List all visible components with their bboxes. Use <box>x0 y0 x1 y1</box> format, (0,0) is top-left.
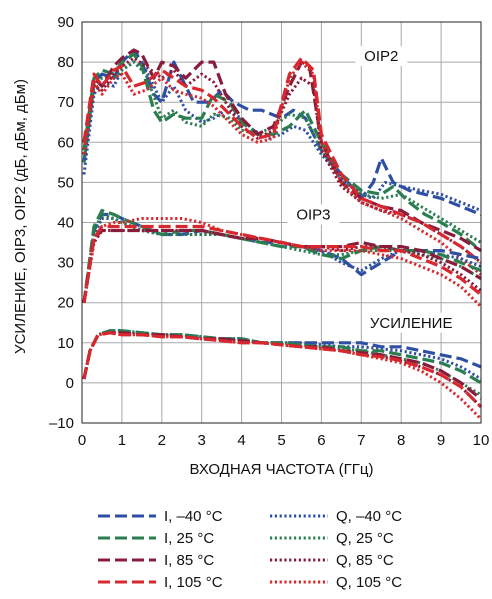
series-line-gain-19 <box>82 329 482 397</box>
x-tick-label: 8 <box>397 432 405 449</box>
legend-label: I, 85 °C <box>164 552 214 569</box>
x-tick-label: 1 <box>118 432 126 449</box>
series-line-gain-16 <box>82 329 482 380</box>
series-line-gain-23 <box>82 331 483 421</box>
annotation-bg <box>366 312 457 333</box>
series-line-oip3-14 <box>82 224 483 303</box>
annotation-bg <box>355 46 408 67</box>
y-tick-label: –10 <box>49 415 74 432</box>
series-line-oip3-11 <box>82 213 482 303</box>
y-axis-ticks: –10 0 10 20 30 40 50 60 70 80 90 <box>49 14 74 432</box>
y-tick-label: 0 <box>66 375 74 392</box>
y-tick-label: 90 <box>57 14 74 31</box>
x-tick-label: 0 <box>78 432 86 449</box>
x-tick-label: 9 <box>437 432 445 449</box>
legend-label: Q, 25 °C <box>336 530 394 547</box>
legend-label: Q, 105 °C <box>336 574 402 591</box>
legend-label: I, 105 °C <box>164 574 223 591</box>
series-line-oip3-15 <box>82 217 483 308</box>
y-tick-label: 60 <box>57 134 74 151</box>
x-tick-label: 5 <box>277 432 285 449</box>
plot-frame <box>81 21 482 424</box>
annotation-label: OIP3 <box>296 206 330 223</box>
series-line-gain-18 <box>82 329 482 385</box>
y-tick-label: 40 <box>57 215 74 232</box>
legend: I, –40 °C Q, –40 °C I, 25 °C Q, 25 °C I, 85 … <box>98 508 402 591</box>
x-axis-ticks: 0 1 2 3 4 5 6 7 8 9 10 <box>78 432 490 449</box>
y-tick-label: 50 <box>57 174 74 191</box>
series-line-gain-17 <box>82 329 482 381</box>
legend-label: Q, –40 °C <box>336 508 402 525</box>
y-tick-label: 70 <box>57 94 74 111</box>
series-line-oip2-4 <box>82 48 482 252</box>
annotations: OIP2 OIP3 УСИЛЕНИЕ <box>287 46 457 333</box>
x-axis-title: ВХОДНАЯ ЧАСТОТА (ГГц) <box>189 461 373 478</box>
y-tick-label: 10 <box>57 335 74 352</box>
series-line-oip2-2 <box>82 52 483 252</box>
annotation-bg <box>287 204 340 225</box>
legend-label: I, 25 °C <box>164 530 214 547</box>
x-tick-label: 2 <box>158 432 166 449</box>
legend-label: I, –40 °C <box>164 508 223 525</box>
y-tick-label: 20 <box>57 295 74 312</box>
x-tick-label: 3 <box>198 432 206 449</box>
y-tick-label: 80 <box>57 54 74 71</box>
annotation-label: OIP2 <box>364 48 398 65</box>
x-tick-label: 4 <box>237 432 245 449</box>
legend-label: Q, 85 °C <box>336 552 394 569</box>
series-line-gain-22 <box>82 331 483 409</box>
y-tick-label: 30 <box>57 255 74 272</box>
series-lines <box>82 48 483 421</box>
series-line-oip2-3 <box>82 60 482 244</box>
y-axis-title: УСИЛЕНИЕ, OIP3, OIP2 (дБ, дБм, дБм) <box>12 79 29 354</box>
annotation-label: УСИЛЕНИЕ <box>370 315 453 332</box>
x-tick-label: 7 <box>357 432 365 449</box>
series-line-oip2-6 <box>82 56 482 264</box>
x-tick-label: 10 <box>473 432 490 449</box>
x-tick-label: 6 <box>317 432 325 449</box>
